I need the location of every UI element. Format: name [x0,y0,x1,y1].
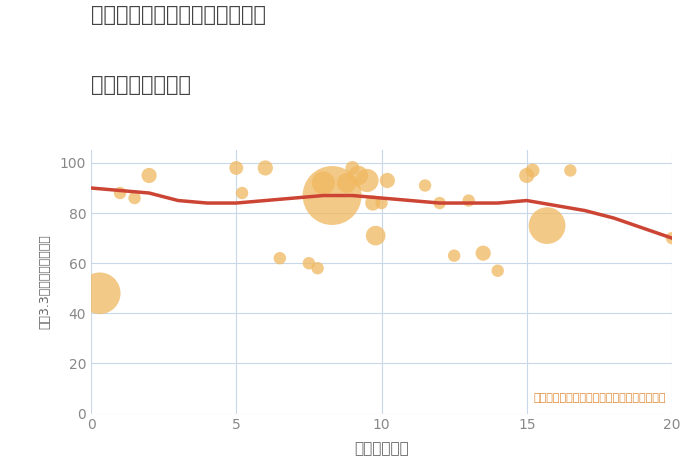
Point [326,192,337,199]
Point [318,179,329,187]
Point [237,189,248,197]
Text: 駅距離別土地価格: 駅距離別土地価格 [91,75,191,95]
Point [346,164,358,172]
Point [521,172,532,179]
Point [341,179,352,187]
Point [382,177,393,184]
Text: 円の大きさは、取引のあった物件面積を示す: 円の大きさは、取引のあった物件面積を示す [533,393,666,403]
Point [527,167,538,174]
Point [312,265,323,272]
Point [303,259,314,267]
Point [114,189,126,197]
Point [666,235,678,242]
Point [353,172,364,179]
X-axis label: 駅距離（分）: 駅距離（分） [354,441,409,456]
Point [492,267,503,274]
Y-axis label: 坪（3.3㎡）単価（万円）: 坪（3.3㎡）単価（万円） [38,235,51,329]
Point [260,164,271,172]
Point [463,197,475,204]
Point [449,252,460,259]
Point [368,199,379,207]
Point [129,194,140,202]
Point [274,254,286,262]
Point [231,164,242,172]
Point [419,182,430,189]
Point [542,222,553,229]
Point [434,199,445,207]
Point [144,172,155,179]
Point [376,199,387,207]
Point [94,290,105,297]
Point [477,250,489,257]
Point [370,232,382,239]
Point [361,177,372,184]
Point [565,167,576,174]
Text: 愛知県名古屋市昭和区出口町の: 愛知県名古屋市昭和区出口町の [91,5,266,25]
